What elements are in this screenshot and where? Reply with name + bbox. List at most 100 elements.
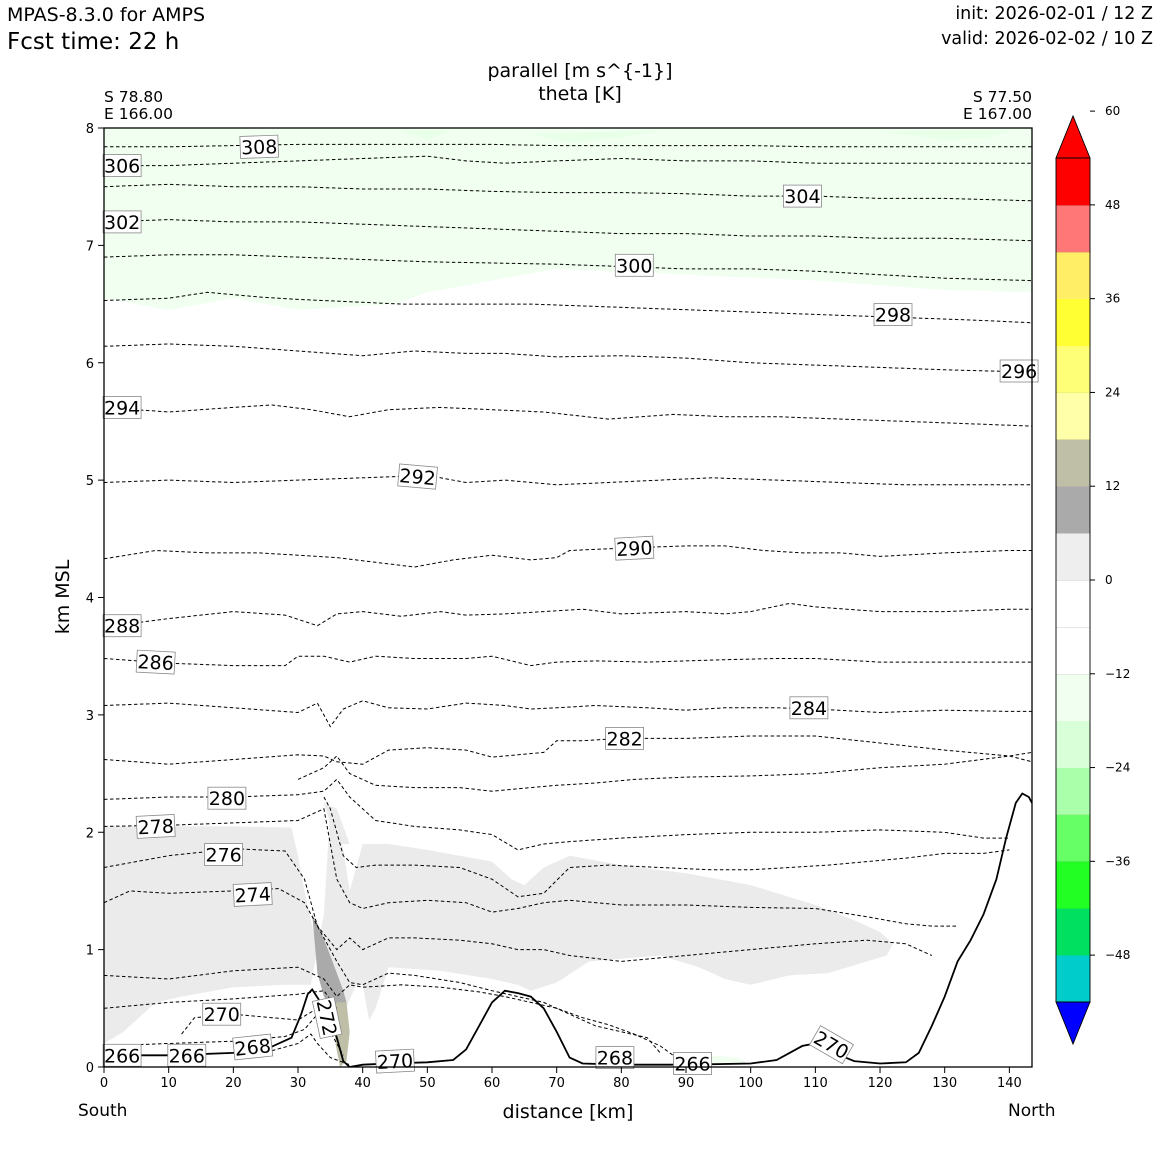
init-time: init: 2026-02-01 / 12 Z: [955, 4, 1153, 24]
colorbar-tick-label: 0: [1105, 573, 1113, 587]
contour-label-text: 306: [104, 156, 140, 178]
x-tick-label: 40: [354, 1076, 371, 1091]
shade-region-1: [323, 802, 350, 844]
y-tick-label: 7: [86, 239, 94, 254]
contour-label-text: 268: [597, 1048, 633, 1070]
contour-label-268: 268: [232, 1033, 274, 1061]
theta-contour-15: [104, 545, 1032, 568]
contour-label-302: 302: [102, 210, 142, 234]
contour-label-text: 284: [791, 698, 827, 720]
shade-region-7: [880, 130, 1010, 140]
shade-region-8: [699, 1055, 751, 1065]
contour-label-text: 266: [104, 1045, 140, 1067]
shade-region-5: [401, 130, 454, 140]
colorbar-band: [1056, 767, 1090, 815]
chart-title-wind: parallel [m s^{-1}]: [487, 60, 673, 82]
contour-label-text: 296: [1001, 361, 1037, 383]
north-label: North: [1008, 1101, 1056, 1121]
colorbar-band: [1056, 814, 1090, 862]
theta-contour-20: [104, 254, 1032, 282]
colorbar-band: [1056, 439, 1090, 487]
colorbar-band: [1056, 626, 1090, 675]
contour-label-text: 266: [674, 1054, 710, 1076]
contour-label-290: 290: [614, 535, 655, 561]
colorbar-tick-label: 60: [1105, 104, 1120, 118]
contour-label-270: 270: [202, 1002, 242, 1026]
left-lat: S 78.80: [104, 88, 164, 106]
contour-label-text: 290: [616, 537, 653, 561]
x-tick-label: 60: [484, 1076, 501, 1091]
colorbar-tick-label: −12: [1105, 667, 1130, 681]
x-tick-label: 110: [803, 1076, 828, 1091]
contour-label-280: 280: [207, 786, 247, 810]
contour-label-282: 282: [605, 727, 644, 750]
colorbar-band: [1056, 861, 1090, 909]
left-lon: E 166.00: [104, 105, 173, 123]
contour-label-276: 276: [204, 843, 244, 867]
contour-label-304: 304: [783, 184, 822, 208]
contour-label-306: 306: [102, 154, 142, 178]
colorbar-extend-max: [1055, 114, 1091, 159]
y-tick-label: 4: [86, 592, 94, 607]
theta-contour-13: [104, 655, 1032, 667]
contour-label-292: 292: [397, 463, 438, 490]
contour-label-268: 268: [595, 1046, 635, 1070]
contour-label-308: 308: [239, 134, 279, 159]
theta-contour-8: [323, 796, 1010, 898]
colorbar-tick-label: 48: [1105, 198, 1120, 212]
theta-contour-22: [104, 183, 1032, 202]
theta-contour-21: [104, 219, 1032, 242]
colorbar-band: [1056, 955, 1090, 1003]
contour-label-text: 274: [234, 884, 271, 908]
x-tick-label: 70: [548, 1076, 565, 1091]
contour-label-text: 282: [606, 728, 642, 750]
theta-contour-11: [104, 735, 1032, 765]
y-tick-label: 1: [86, 944, 94, 959]
colorbar-tick-label: 36: [1105, 292, 1120, 306]
contour-label-text: 294: [104, 397, 140, 419]
contour-label-text: 304: [784, 186, 820, 208]
colorbar-band: [1056, 298, 1090, 346]
x-tick-label: 140: [997, 1076, 1022, 1091]
y-tick-label: 6: [86, 357, 94, 372]
right-lat: S 77.50: [972, 88, 1032, 106]
x-tick-label: 80: [613, 1076, 630, 1091]
forecast-time: Fcst time: 22 h: [7, 29, 180, 55]
contour-label-text: 302: [104, 212, 140, 234]
y-tick-label: 5: [86, 474, 94, 489]
y-tick-label: 3: [86, 709, 94, 724]
wind-shading: [104, 128, 1032, 1067]
theta-contour-6: [104, 848, 933, 962]
contour-label-266: 266: [167, 1043, 207, 1067]
theta-contour-4: [104, 966, 700, 1062]
contour-label-text: 298: [875, 305, 911, 327]
contour-label-266: 266: [673, 1052, 712, 1076]
right-endpoint-coords: S 77.50 E 167.00: [963, 89, 1032, 123]
colorbar-tick-label: 24: [1105, 385, 1120, 399]
colorbar-band: [1056, 345, 1090, 393]
theta-contour-17: [104, 404, 1032, 427]
contour-label-text: 270: [204, 1004, 240, 1026]
contour-label-text: 308: [241, 136, 278, 159]
x-tick-label: 120: [868, 1076, 893, 1091]
x-axis-label: distance [km]: [503, 1101, 634, 1123]
left-endpoint-coords: S 78.80 E 166.00: [104, 89, 173, 123]
shade-region-2: [312, 914, 347, 1009]
colorbar-tick-label: 12: [1105, 479, 1120, 493]
colorbar-band: [1056, 580, 1090, 628]
colorbar-band: [1056, 673, 1090, 722]
theta-contour-7: [104, 808, 958, 927]
shade-region-4: [104, 128, 1032, 310]
contour-label-text: 280: [209, 788, 245, 810]
contour-label-300: 300: [614, 253, 654, 277]
colorbar-band: [1056, 392, 1090, 440]
right-lon: E 167.00: [963, 105, 1032, 123]
colorbar-extend-min: [1055, 1001, 1091, 1046]
contour-label-266: 266: [102, 1043, 142, 1067]
colorbar-tick-label: −24: [1105, 761, 1130, 775]
theta-contour-14: [104, 602, 1032, 628]
colorbar-band: [1056, 158, 1090, 206]
colorbar-band: [1056, 533, 1090, 581]
contour-label-274: 274: [232, 882, 273, 908]
theta-contour-12: [104, 700, 1032, 728]
